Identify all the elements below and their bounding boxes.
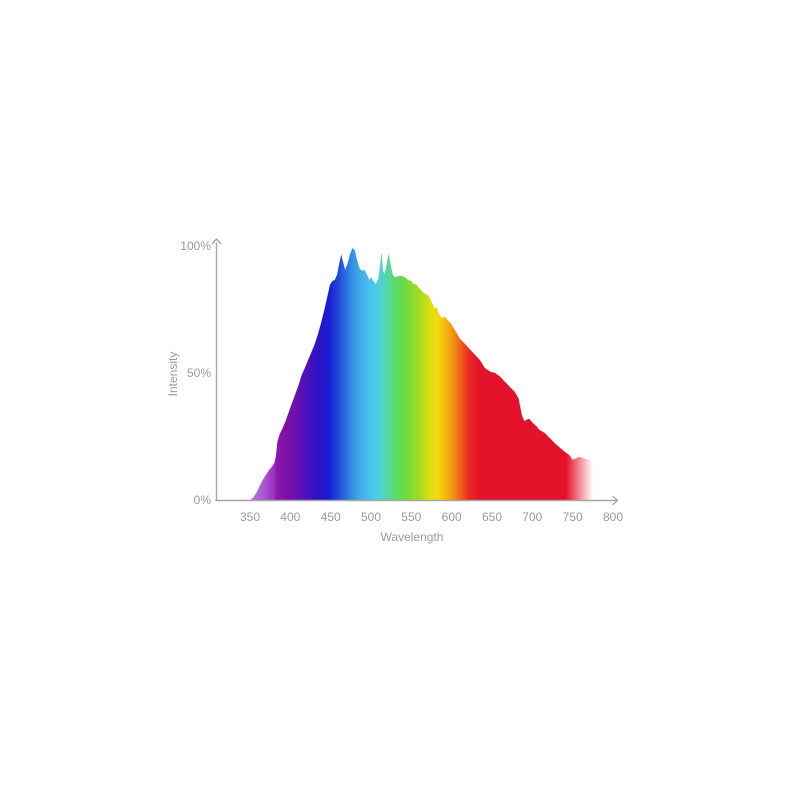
y-axis-label: Intensity (166, 352, 180, 397)
x-axis-arrow-icon (612, 495, 619, 506)
x-tick-label: 600 (442, 510, 462, 524)
y-axis-arrow-icon (211, 238, 222, 245)
x-tick-label: 700 (522, 510, 542, 524)
spectrum-area (250, 248, 596, 500)
x-tick-label: 500 (361, 510, 381, 524)
y-tick-label-0: 0% (194, 493, 212, 507)
x-tick-label: 800 (603, 510, 623, 524)
x-tick-label: 400 (280, 510, 300, 524)
x-tick-label: 650 (482, 510, 502, 524)
x-tick-label: 350 (240, 510, 260, 524)
x-tick-labels: 350 400 450 500 550 600 650 700 750 800 (240, 510, 623, 524)
y-tick-label-100: 100% (180, 239, 211, 253)
x-axis-label: Wavelength (381, 530, 444, 544)
x-tick-label: 750 (563, 510, 583, 524)
spectrum-fade-overlay (566, 236, 620, 500)
y-tick-label-50: 50% (187, 366, 211, 380)
x-tick-label: 550 (401, 510, 421, 524)
x-tick-label: 450 (321, 510, 341, 524)
